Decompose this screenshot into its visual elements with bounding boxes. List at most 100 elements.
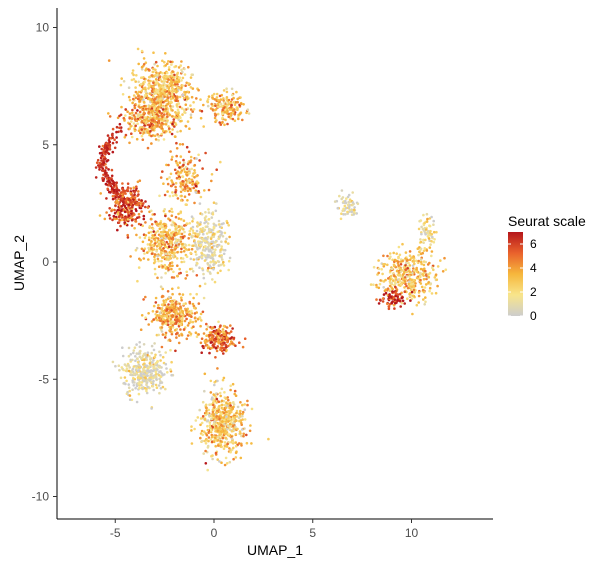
data-point [101,169,105,172]
data-point [116,208,120,212]
data-point [170,309,173,312]
data-point [234,451,238,455]
data-point [217,408,221,412]
data-point [148,355,151,358]
x-axis-title: UMAP_1 [247,542,303,558]
legend-tick-label: 4 [530,261,537,275]
data-point [183,110,186,114]
data-point [430,254,433,258]
data-point [130,371,133,374]
data-point [173,135,177,138]
data-point [175,336,178,339]
data-point [179,129,182,133]
data-point [162,237,165,240]
data-point [241,414,244,418]
data-point [152,365,155,368]
data-point [227,344,230,348]
data-point [151,118,154,121]
data-point [157,103,161,106]
data-point [154,373,158,376]
data-point [217,243,221,247]
data-point [224,343,228,347]
data-point [179,185,182,188]
data-point [155,116,159,119]
data-point [184,125,188,128]
data-point [192,325,195,329]
data-point [138,341,141,344]
data-point [160,239,164,242]
data-point [190,215,194,218]
data-point [222,264,226,267]
data-point [240,428,244,431]
data-point [192,101,195,104]
data-point [170,267,173,271]
data-point [144,61,148,64]
data-point [218,225,222,229]
data-point [149,244,152,247]
data-point [116,212,120,216]
data-point [198,266,201,270]
data-point [215,414,218,418]
data-point [199,227,202,231]
data-point [133,213,136,216]
data-point [144,93,147,97]
data-point [192,108,196,111]
data-point [154,353,157,357]
data-point [140,381,144,384]
data-point [121,182,124,185]
data-point [389,255,392,258]
data-point [210,327,214,330]
data-point [161,287,164,291]
data-point [126,236,130,239]
x-axis-ticks: -5 0 5 10 [110,519,418,540]
data-point [342,207,345,211]
data-point [161,265,164,268]
data-point [222,330,226,334]
data-point [119,224,122,228]
data-point [127,86,131,89]
data-point [143,358,146,362]
data-point [215,392,218,395]
data-point [415,266,419,270]
data-point [232,457,235,461]
data-point [134,111,138,115]
data-point [200,240,204,244]
data-point [164,237,167,240]
data-point [180,68,183,72]
data-point [199,324,202,328]
data-point [407,280,411,284]
data-point [158,227,162,231]
data-point [195,174,198,178]
data-point [213,250,216,254]
data-point [138,236,142,239]
data-point [206,424,209,428]
data-point [177,118,181,122]
data-point [229,337,232,340]
data-point [144,234,148,237]
data-point [179,155,183,158]
data-point [381,272,384,276]
data-point [177,217,181,220]
data-point [140,134,144,138]
data-point [114,201,118,205]
data-point [403,286,406,289]
data-point [220,461,223,465]
data-point [386,302,389,306]
data-point [222,97,225,100]
data-point [127,364,130,367]
data-point [200,351,203,355]
y-tick-label: 0 [42,255,49,269]
data-point [137,266,141,269]
data-point [135,372,138,375]
data-point [171,122,174,126]
data-point [108,183,112,186]
data-point [225,336,229,339]
data-point [146,243,150,246]
data-point [202,276,206,280]
data-point [164,333,167,337]
data-point [148,69,151,72]
data-point [423,267,426,271]
data-point [193,239,196,242]
data-point [182,328,186,331]
data-point [118,218,121,221]
